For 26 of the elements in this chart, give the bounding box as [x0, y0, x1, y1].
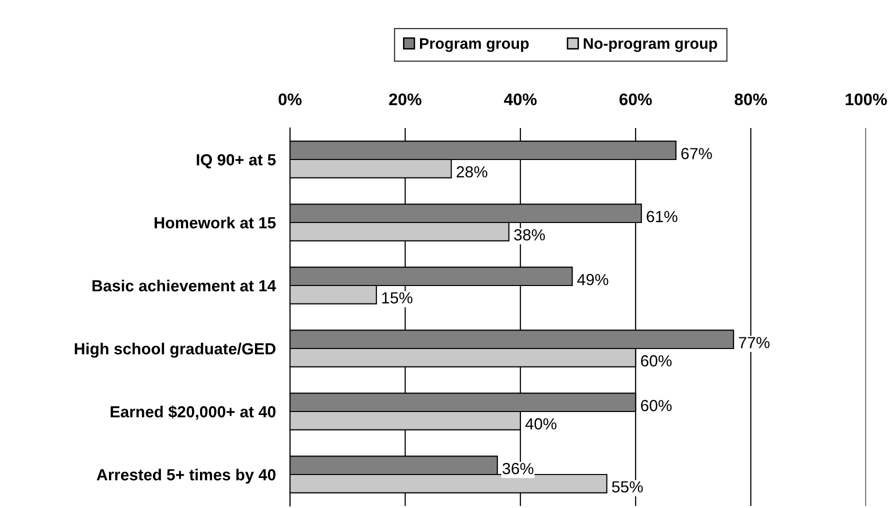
y-tick-label: High school graduate/GED — [74, 342, 276, 358]
data-label: 36% — [502, 462, 534, 474]
legend-label: Program group — [420, 38, 529, 52]
data-label: 28% — [456, 166, 488, 178]
y-tick-label: Basic achievement at 14 — [92, 280, 276, 292]
data-label: 67% — [681, 148, 712, 160]
x-tick-label: 40% — [504, 93, 537, 106]
data-label: 40% — [525, 418, 556, 430]
y-tick-label: Earned $20,000+ at 40 — [110, 405, 276, 420]
data-label: 49% — [577, 274, 608, 286]
x-tick-label: 100% — [846, 93, 887, 106]
x-tick-label: 0% — [278, 93, 302, 106]
x-tick-label: 80% — [734, 93, 768, 106]
y-tick-label: Homework at 15 — [154, 216, 276, 228]
data-label: 60% — [641, 355, 672, 366]
x-tick-label: 60% — [620, 93, 652, 106]
data-label: 61% — [646, 210, 678, 222]
y-tick-label: IQ 90+ at 5 — [196, 154, 276, 168]
y-tick-label: Arrested 5+ times by 40 — [96, 468, 276, 484]
data-label: 15% — [382, 292, 412, 304]
x-tick-label: 20% — [389, 93, 422, 106]
data-label: 38% — [514, 229, 545, 240]
legend-label: No-program group — [584, 38, 718, 52]
data-label: 60% — [641, 400, 672, 412]
data-label: 77% — [738, 336, 770, 348]
data-label: 55% — [612, 481, 643, 492]
